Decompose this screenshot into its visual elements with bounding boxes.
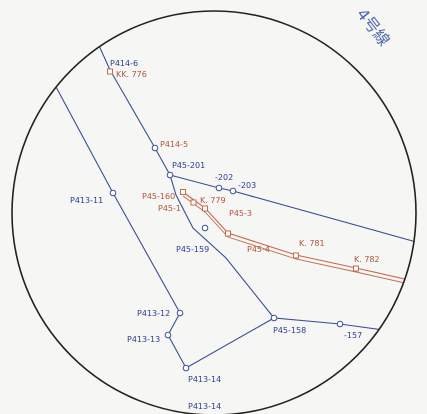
label-202: -202 <box>215 173 233 182</box>
marker-202 <box>215 184 223 192</box>
label-p414-6: P414-6 <box>110 59 138 68</box>
marker-k782 <box>353 265 359 272</box>
label-p45-160: P45-160 <box>142 192 175 201</box>
marker-p413-11 <box>109 189 117 197</box>
view-circle <box>11 10 417 414</box>
marker-157 <box>336 320 344 328</box>
label-157: -157 <box>344 331 362 340</box>
marker-kk776 <box>107 68 113 75</box>
marker-p45-3 <box>225 230 231 237</box>
label-kk776: KK. 776 <box>116 70 147 79</box>
marker-p45-201 <box>166 171 174 179</box>
label-p413-13: P413-13 <box>127 335 160 344</box>
label-k782: K. 782 <box>354 255 380 264</box>
label-p45-159: P45-159 <box>176 245 209 254</box>
marker-p45-158 <box>270 314 278 322</box>
boundary-line-k <box>182 191 416 285</box>
marker-p45-1 <box>202 205 208 212</box>
blue-markers <box>109 144 344 372</box>
point-labels: P414-6 KK. 776 P414-5 P45-201 -202 -203 … <box>70 59 380 411</box>
traverse-line-east <box>169 174 416 246</box>
label-p413-12: P413-12 <box>137 309 170 318</box>
label-p45-4: P45-4 <box>247 245 270 254</box>
route-label: 4号線 <box>353 5 394 50</box>
label-203: -203 <box>238 181 256 190</box>
red-markers <box>107 68 359 272</box>
label-p45-3: P45-3 <box>229 209 252 218</box>
label-p413-11: P413-11 <box>70 196 103 205</box>
label-p45-201: P45-201 <box>172 161 205 170</box>
label-p45-1: P45-1 <box>158 204 181 213</box>
label-k781: K. 781 <box>299 239 325 248</box>
marker-p45-160 <box>180 189 186 195</box>
marker-p45-159 <box>201 224 209 232</box>
marker-p413-14 <box>182 364 190 372</box>
map-lines <box>47 29 416 369</box>
marker-k781 <box>293 252 299 259</box>
marker-p414-5 <box>151 144 159 152</box>
traverse-line-p413 <box>47 71 416 369</box>
marker-k779 <box>190 199 197 206</box>
label-p414-5: P414-5 <box>160 140 188 149</box>
marker-p413-12 <box>176 309 184 317</box>
traverse-line-main <box>91 29 275 319</box>
label-p45-158: P45-158 <box>273 326 306 335</box>
label-p413-14: P413-14 <box>188 375 221 384</box>
boundary-line-k-lower <box>182 195 416 289</box>
label-k779: K. 779 <box>200 196 226 205</box>
marker-p413-13 <box>164 331 172 339</box>
label-p413-14-bottom: P413-14 <box>188 402 221 411</box>
marker-203 <box>229 187 237 195</box>
